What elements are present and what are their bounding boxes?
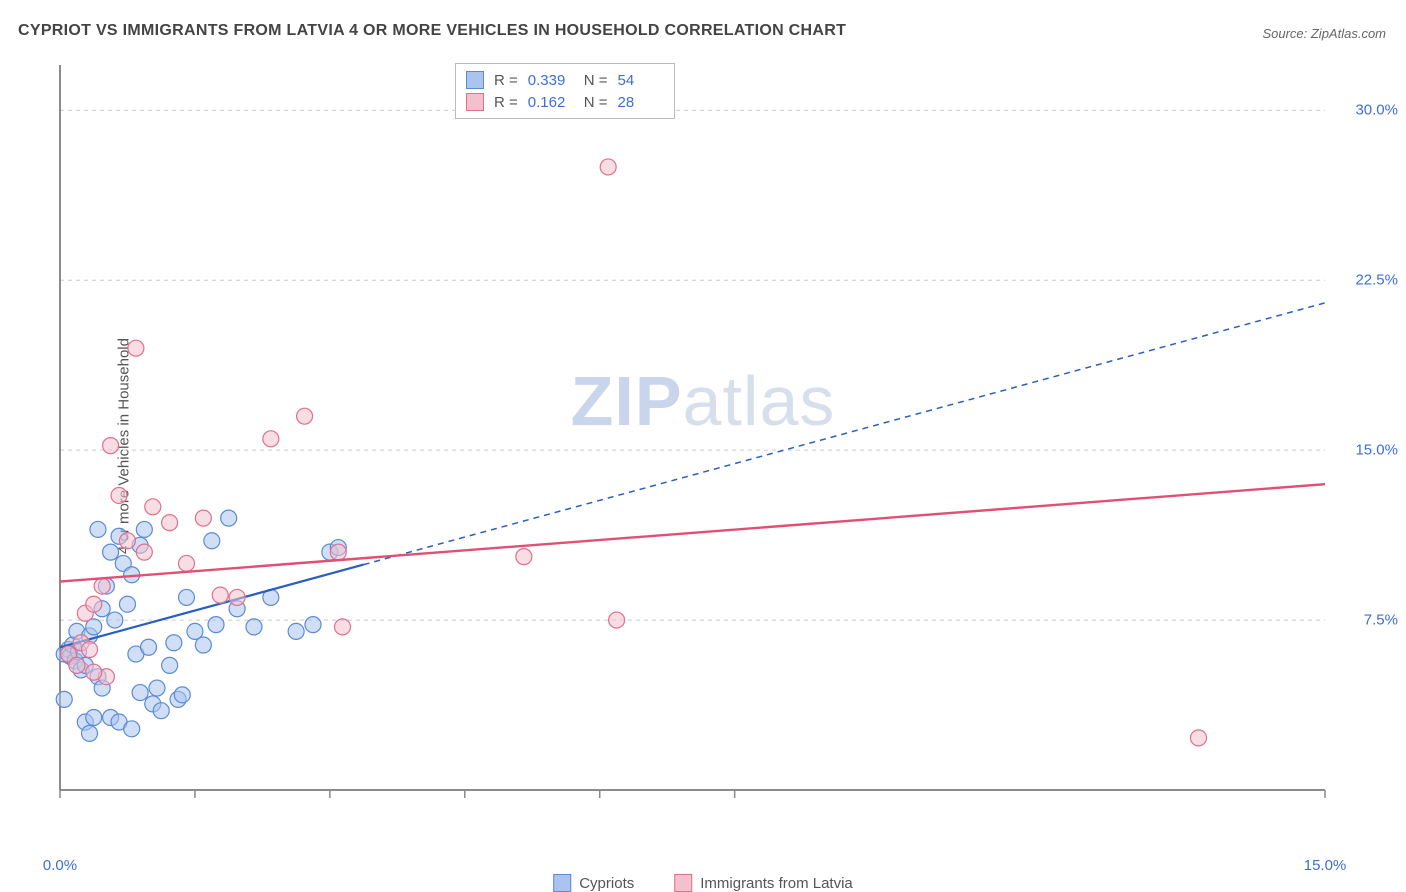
legend-label: Immigrants from Latvia: [700, 875, 853, 892]
y-tick-label: 22.5%: [1355, 272, 1398, 289]
scatter-plot: [50, 60, 1390, 835]
stat-legend-row: R = 0.162 N = 28: [466, 91, 664, 113]
x-tick-label: 15.0%: [1304, 857, 1347, 874]
stat-r-value: 0.339: [528, 72, 574, 89]
legend-swatch: [553, 874, 571, 892]
stat-r-label: R =: [494, 72, 518, 89]
stat-legend-row: R = 0.339 N = 54: [466, 69, 664, 91]
stat-r-value: 0.162: [528, 94, 574, 111]
source-attribution: Source: ZipAtlas.com: [1262, 26, 1386, 41]
legend-swatch: [466, 71, 484, 89]
y-tick-label: 15.0%: [1355, 442, 1398, 459]
y-tick-label: 30.0%: [1355, 102, 1398, 119]
legend-item: Cypriots: [553, 874, 634, 892]
stat-n-value: 54: [618, 72, 664, 89]
series-legend: Cypriots Immigrants from Latvia: [553, 874, 853, 892]
stat-n-label: N =: [584, 94, 608, 111]
x-tick-label: 0.0%: [43, 857, 77, 874]
y-tick-label: 7.5%: [1364, 612, 1398, 629]
stat-n-value: 28: [618, 94, 664, 111]
stat-n-label: N =: [584, 72, 608, 89]
legend-swatch: [466, 93, 484, 111]
legend-swatch: [674, 874, 692, 892]
legend-item: Immigrants from Latvia: [674, 874, 853, 892]
legend-label: Cypriots: [579, 875, 634, 892]
stat-legend: R = 0.339 N = 54 R = 0.162 N = 28: [455, 63, 675, 119]
chart-title: CYPRIOT VS IMMIGRANTS FROM LATVIA 4 OR M…: [18, 22, 846, 40]
stat-r-label: R =: [494, 94, 518, 111]
